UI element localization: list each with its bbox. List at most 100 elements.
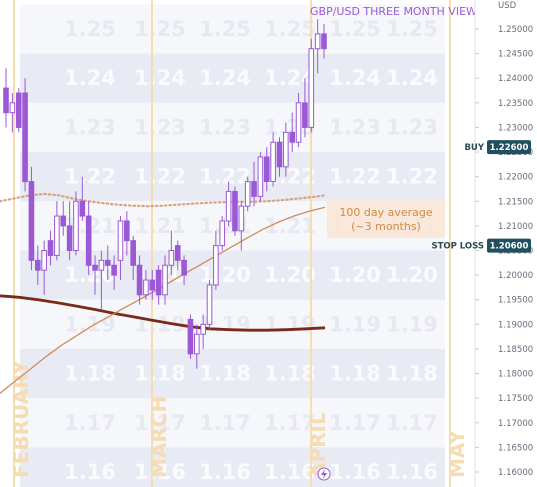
background-level-number: 1.25 (386, 17, 438, 41)
candle-body-up (295, 102, 302, 143)
candle (60, 201, 67, 236)
candle-body-down (35, 259, 41, 271)
candle (143, 270, 149, 300)
annotation-line-1: 100 day average (339, 206, 432, 219)
level-tag-box (487, 140, 531, 155)
background-level-number: 1.17 (64, 411, 116, 435)
candle-body-down (60, 215, 67, 227)
axis-tick-label: 1.24000 (498, 74, 533, 84)
candle-body-up (98, 259, 105, 271)
background-level-number: 1.25 (199, 17, 251, 41)
candle (79, 176, 86, 221)
candle-body-down (155, 269, 162, 296)
candle-body-down (232, 190, 238, 232)
background-level-number: 1.16 (199, 460, 251, 484)
candle-body-up (257, 156, 264, 197)
candle-body-down (28, 181, 35, 261)
candle (28, 166, 35, 271)
candle (92, 255, 98, 295)
candle (66, 201, 73, 261)
level-tag: BUY 1.22600 (464, 140, 531, 155)
candle (98, 250, 105, 310)
month-labels: FEBRUARY MARCH APRIL MAY (9, 360, 469, 478)
candle (162, 255, 168, 305)
candle-body-up (194, 333, 200, 355)
candle-body-up (41, 250, 47, 271)
background-level-number: 1.20 (199, 263, 251, 287)
candle-body-down (251, 181, 257, 197)
background-level-number: 1.16 (329, 460, 381, 484)
background-level-number: 1.16 (64, 460, 116, 484)
background-level-number: 1.23 (64, 115, 116, 139)
level-tag-label: STOP LOSS (431, 242, 484, 252)
candle (181, 255, 187, 285)
background-level-number: 1.16 (134, 460, 186, 484)
axis-tick-label: 1.20000 (498, 271, 533, 281)
candle (244, 176, 251, 212)
axis-tick-label: 1.23000 (498, 123, 533, 133)
candle (200, 314, 206, 349)
candle-body-up (143, 279, 149, 296)
background-level-number: 1.20 (264, 263, 316, 287)
candle-body-up (206, 284, 213, 325)
candle-body-up (225, 190, 232, 222)
candle (225, 181, 232, 226)
annotation-box (327, 200, 445, 238)
level-band (20, 348, 445, 399)
level-band (20, 102, 445, 153)
candle-body-up (238, 205, 245, 232)
candle (194, 324, 200, 369)
candle (302, 78, 308, 138)
month-label: APRIL (306, 412, 330, 478)
background-level-number: 1.24 (64, 66, 116, 90)
axis-tick-label: 1.19000 (498, 320, 533, 330)
background-level-number: 1.24 (386, 66, 438, 90)
candle-body-up (213, 245, 219, 286)
axis-tick-label: 1.17000 (498, 419, 533, 429)
ma-annotation: 100 day average (~3 months) (327, 200, 445, 238)
background-level-number: 1.24 (329, 66, 381, 90)
axis-tick-label: 1.22000 (498, 173, 533, 183)
axis-tick-label: 1.18000 (498, 370, 533, 380)
candle-body-down (111, 264, 117, 276)
candle (314, 19, 321, 74)
axis-currency-label: USD (498, 1, 517, 11)
candle-body-down (263, 156, 270, 183)
candle-body-down (104, 259, 111, 266)
background-level-number: 1.16 (386, 460, 438, 484)
candle (213, 230, 219, 290)
background-level-number: 1.19 (64, 312, 116, 336)
background-level-number: 1.17 (264, 411, 316, 435)
axis-tick-label: 1.25000 (498, 25, 533, 35)
level-band (20, 4, 445, 54)
candles (3, 19, 327, 369)
candle (35, 245, 41, 285)
background-level-number: 1.25 (329, 17, 381, 41)
background-level-number: 1.22 (64, 165, 116, 189)
candle (308, 38, 315, 133)
candle-body-down (136, 264, 143, 296)
candle-body-down (15, 92, 22, 128)
candle-body-down (22, 92, 28, 183)
long-moving-average (0, 294, 326, 332)
background-level-number: 1.19 (329, 312, 381, 336)
candle-body-down (321, 33, 327, 50)
candle-body-down (149, 279, 156, 291)
candle (263, 147, 270, 192)
candle-body-down (124, 220, 130, 242)
candle (85, 201, 92, 276)
axis-tick-label: 1.17500 (498, 394, 533, 404)
candle (3, 68, 9, 128)
level-tag-box (487, 238, 531, 253)
axis-tick-label: 1.23500 (498, 99, 533, 109)
candle (219, 216, 226, 251)
month-label: MARCH (147, 396, 171, 478)
chart-title: GBP/USD THREE MONTH VIEW (310, 5, 477, 18)
month-label: MAY (445, 430, 469, 478)
candle (232, 186, 238, 236)
background-level-number: 1.18 (386, 362, 438, 386)
candle-body-down (130, 240, 136, 266)
candle (136, 255, 143, 305)
candle-body-up (54, 215, 60, 256)
